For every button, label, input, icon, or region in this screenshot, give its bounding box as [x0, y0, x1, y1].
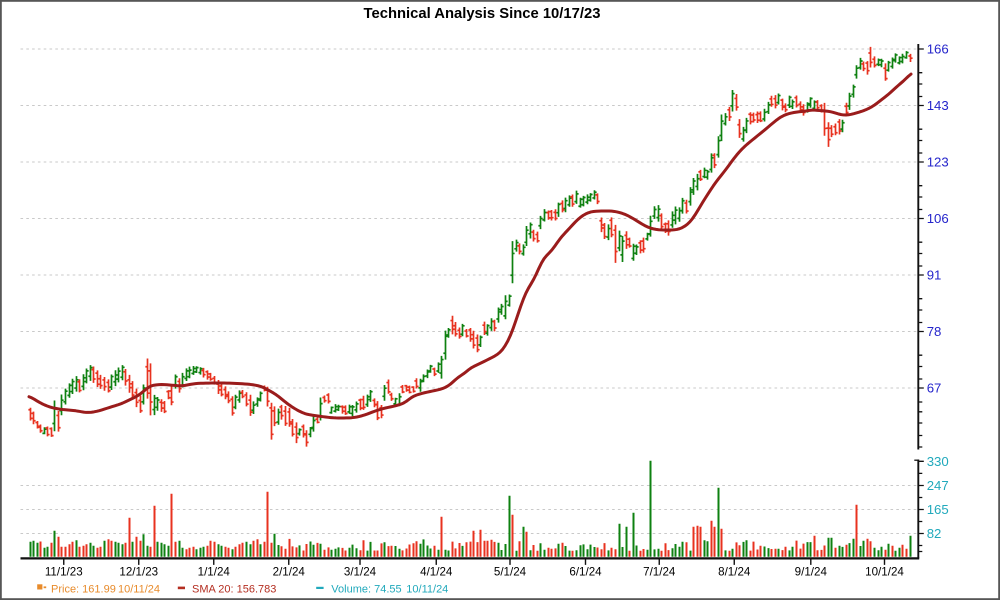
svg-text:82: 82: [927, 526, 942, 541]
svg-text:Volume: 74.55: Volume: 74.55: [331, 583, 401, 595]
svg-text:10/11/24: 10/11/24: [406, 583, 448, 595]
svg-text:4/1/24: 4/1/24: [420, 565, 453, 578]
svg-text:78: 78: [927, 324, 942, 339]
svg-text:165: 165: [927, 502, 949, 517]
svg-text:166: 166: [927, 42, 949, 57]
svg-text:Technical Analysis Since 10/17: Technical Analysis Since 10/17/23: [364, 6, 601, 22]
svg-text:330: 330: [927, 454, 949, 469]
svg-text:3/1/24: 3/1/24: [344, 565, 377, 578]
svg-text:7/1/24: 7/1/24: [643, 565, 676, 578]
svg-text:91: 91: [927, 268, 942, 283]
svg-text:Price: 161.99: Price: 161.99: [51, 583, 116, 595]
svg-text:11/1/23: 11/1/23: [45, 565, 83, 578]
svg-text:2/1/24: 2/1/24: [273, 565, 306, 578]
svg-text:8/1/24: 8/1/24: [718, 565, 751, 578]
svg-text:106: 106: [927, 211, 949, 226]
svg-text:SMA 20: 156.783: SMA 20: 156.783: [192, 583, 276, 595]
svg-text:5/1/24: 5/1/24: [494, 565, 527, 578]
svg-text:67: 67: [927, 381, 942, 396]
svg-text:9/1/24: 9/1/24: [795, 565, 828, 578]
svg-text:1/1/24: 1/1/24: [198, 565, 231, 578]
svg-text:6/1/24: 6/1/24: [569, 565, 602, 578]
svg-text:123: 123: [927, 155, 949, 170]
svg-text:143: 143: [927, 98, 949, 113]
svg-text:12/1/23: 12/1/23: [119, 565, 158, 578]
svg-text:10/11/24: 10/11/24: [118, 583, 160, 595]
svg-text:247: 247: [927, 478, 949, 493]
svg-text:10/1/24: 10/1/24: [865, 565, 904, 578]
